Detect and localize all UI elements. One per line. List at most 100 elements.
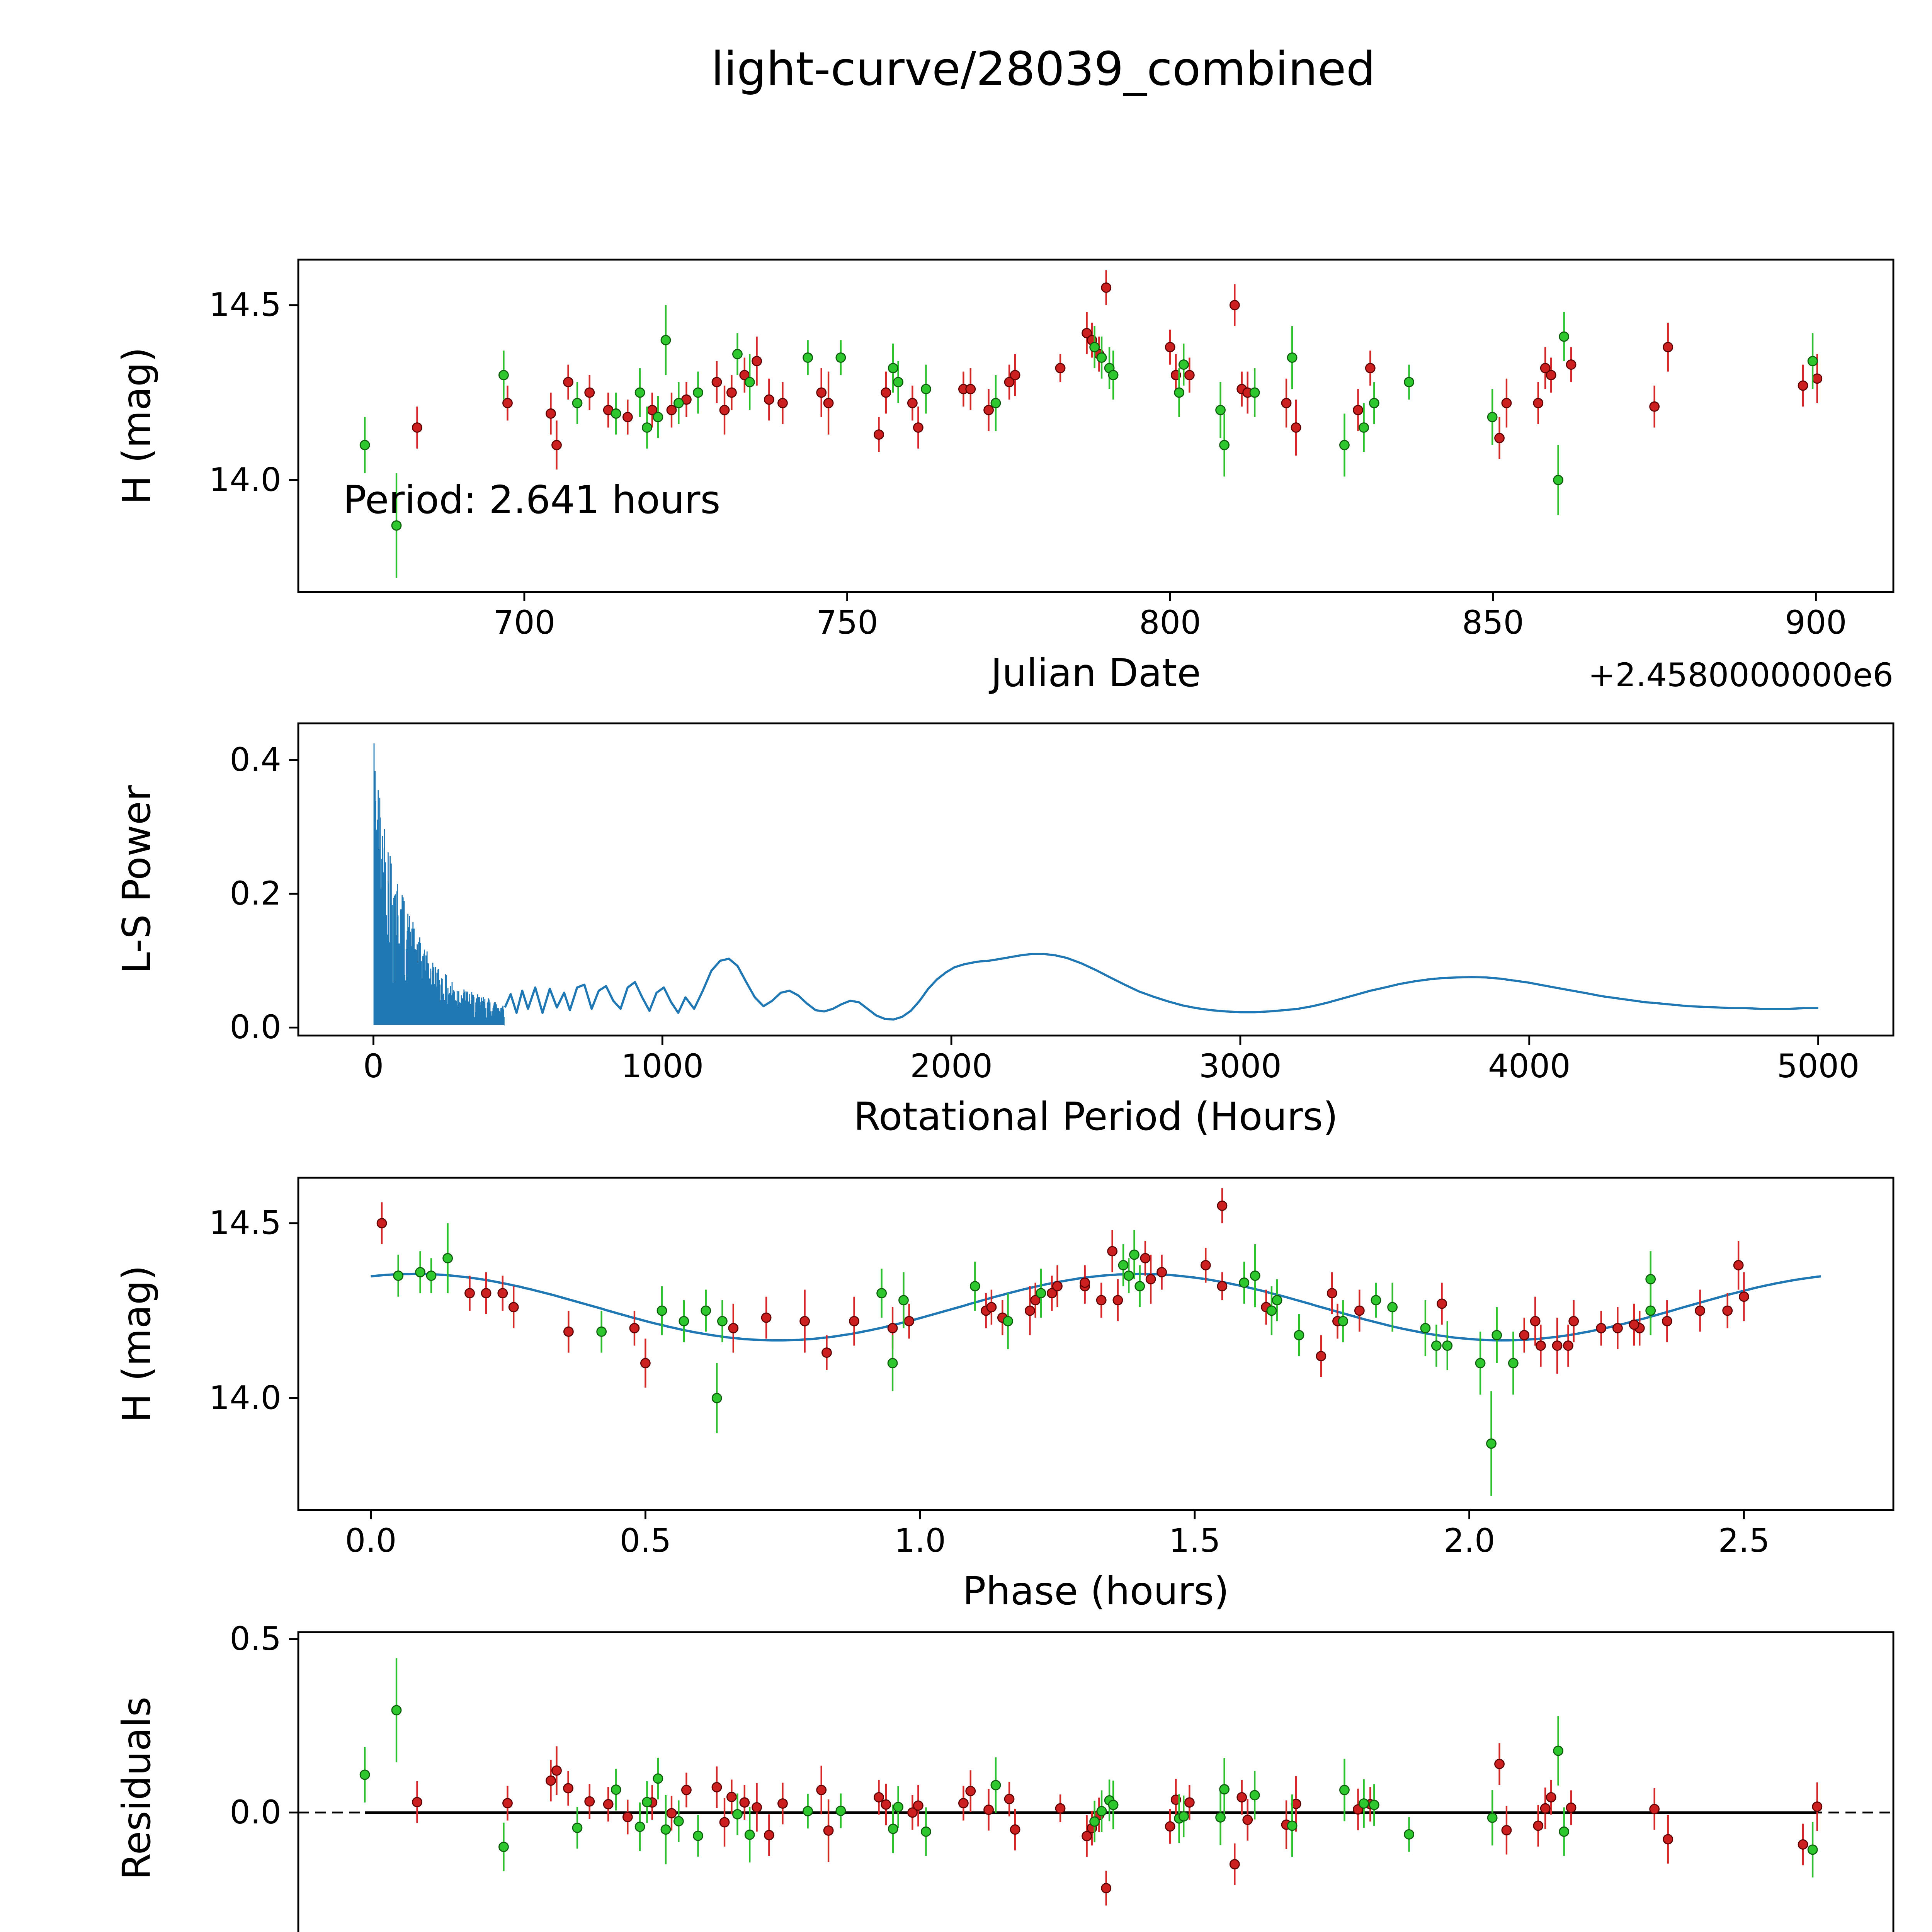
- panel-periodogram: 0 1000 2000 3000 4000 5000 0.0 0.2 0.4: [230, 722, 1895, 1085]
- data-point: [1530, 1316, 1541, 1327]
- data-point: [1294, 1330, 1304, 1340]
- data-point: [1281, 398, 1292, 408]
- data-point: [803, 1806, 813, 1816]
- data-point: [1645, 1274, 1656, 1284]
- data-point: [1108, 1799, 1119, 1810]
- periodogram-content: [373, 743, 1818, 1026]
- x-tick-label: 1.0: [894, 1522, 946, 1560]
- data-point: [415, 1267, 425, 1277]
- data-point: [634, 1821, 645, 1832]
- x-tick-label: 0.5: [620, 1522, 672, 1560]
- data-point: [816, 1785, 827, 1795]
- data-point: [1134, 1281, 1145, 1292]
- data-point: [1494, 1759, 1505, 1769]
- data-point: [551, 440, 562, 451]
- data-point: [656, 1305, 667, 1316]
- x-tick-label: 750: [816, 604, 878, 641]
- data-point: [983, 1804, 994, 1815]
- data-point: [744, 1829, 755, 1840]
- y-tick-label: 14.0: [209, 461, 281, 498]
- data-point: [412, 1797, 422, 1808]
- data-point: [481, 1288, 492, 1299]
- figure-title: light-curve/28039_combined: [711, 43, 1376, 96]
- axes-frame: [297, 722, 1895, 1037]
- data-point: [874, 429, 884, 440]
- data-point: [1249, 387, 1260, 398]
- data-point: [391, 1705, 402, 1716]
- data-point: [913, 422, 923, 433]
- data-point: [1219, 440, 1230, 451]
- data-point: [498, 1842, 509, 1852]
- data-point: [849, 1316, 859, 1327]
- x-tick-label: 1000: [621, 1047, 704, 1085]
- data-point: [1170, 370, 1181, 381]
- data-point: [1101, 282, 1112, 293]
- data-point: [821, 1347, 832, 1358]
- data-point: [887, 1323, 898, 1333]
- data-point: [761, 1312, 772, 1323]
- data-point: [1249, 1790, 1260, 1801]
- data-point: [717, 1316, 728, 1327]
- x-axis-label-lightcurve: Julian Date: [988, 650, 1201, 696]
- data-point: [1339, 1785, 1350, 1795]
- data-point: [913, 1800, 923, 1811]
- data-point: [1501, 1825, 1512, 1836]
- y-tick-label: 0.0: [230, 1793, 281, 1831]
- data-point: [1566, 1802, 1577, 1813]
- x-tick-label: 700: [493, 604, 555, 641]
- x-tick-label: 2.0: [1444, 1522, 1495, 1560]
- data-point: [1036, 1288, 1046, 1299]
- x-axis-label-periodogram: Rotational Period (Hours): [854, 1094, 1338, 1139]
- phased-content: [371, 1188, 1821, 1496]
- data-point: [1354, 1305, 1365, 1316]
- x-tick-label: 800: [1139, 604, 1201, 641]
- data-point: [1052, 1281, 1063, 1292]
- data-point: [726, 387, 737, 398]
- data-point: [1431, 1340, 1442, 1351]
- data-point: [1546, 1792, 1556, 1803]
- data-point: [1649, 1804, 1660, 1815]
- data-point: [1080, 1277, 1090, 1288]
- data-point: [1553, 1745, 1564, 1756]
- data-point: [1140, 1253, 1151, 1264]
- data-point: [1649, 401, 1660, 412]
- data-point: [1437, 1298, 1447, 1309]
- data-point: [1508, 1358, 1519, 1369]
- data-point: [681, 1785, 692, 1795]
- y-tick-label: 0.2: [230, 874, 281, 912]
- data-point: [551, 1765, 562, 1776]
- data-point: [958, 1798, 969, 1809]
- data-point: [1178, 1811, 1189, 1822]
- y-tick-label: 0.0: [230, 1008, 281, 1046]
- data-point: [1215, 405, 1226, 415]
- data-point: [1266, 1305, 1277, 1316]
- x-tick-label: 900: [1785, 604, 1847, 641]
- data-point: [893, 377, 903, 388]
- data-point: [1229, 1859, 1240, 1870]
- axes-frame: [297, 259, 1895, 593]
- data-point: [1170, 1794, 1181, 1805]
- panel-residuals: 7007508008509000.00.5: [230, 1620, 1895, 1932]
- data-point: [572, 1822, 583, 1833]
- data-point: [881, 387, 891, 398]
- data-point: [711, 1393, 722, 1403]
- data-point: [1546, 370, 1556, 381]
- residuals-content: [298, 1658, 1893, 1906]
- data-point: [1082, 328, 1092, 338]
- data-point: [1287, 1820, 1298, 1831]
- data-point: [660, 335, 671, 345]
- data-point: [1239, 1277, 1250, 1288]
- data-point: [823, 398, 834, 408]
- data-point: [711, 377, 722, 388]
- data-point: [799, 1316, 810, 1327]
- data-point: [823, 1825, 834, 1836]
- data-point: [1798, 1839, 1808, 1850]
- data-point: [1486, 1438, 1497, 1449]
- x-tick-label: 0.0: [345, 1522, 397, 1560]
- data-point: [1552, 1340, 1563, 1351]
- data-point: [666, 405, 677, 415]
- data-point: [887, 1358, 898, 1369]
- data-point: [1165, 1821, 1175, 1832]
- data-point: [1096, 1806, 1107, 1816]
